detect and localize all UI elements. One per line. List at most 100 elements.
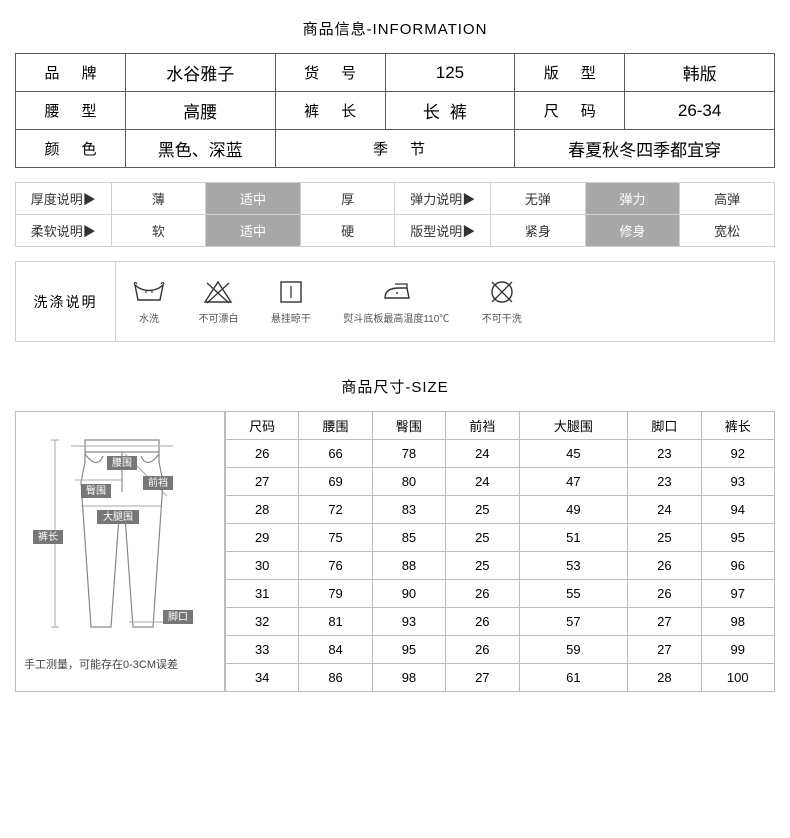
pants-diagram-icon: 腰围 臀围 前裆 大腿围 裤长 脚口 — [25, 422, 215, 642]
attr-header: 版型说明▶ — [395, 215, 491, 247]
svg-text:裤长: 裤长 — [38, 530, 58, 543]
size-cell: 27 — [628, 636, 701, 664]
size-cell: 25 — [446, 496, 519, 524]
attr-option: 硬 — [300, 215, 395, 247]
info-label: 版型 — [515, 54, 625, 92]
size-cell: 53 — [519, 552, 628, 580]
size-cell: 24 — [628, 496, 701, 524]
attr-option: 软 — [111, 215, 206, 247]
info-label: 货号 — [275, 54, 385, 92]
attr-row: 厚度说明▶ 薄 适中 厚 弹力说明▶ 无弹 弹力 高弹 — [16, 183, 775, 215]
size-cell: 96 — [701, 552, 774, 580]
size-cell: 57 — [519, 608, 628, 636]
size-cell: 26 — [226, 440, 299, 468]
no-bleach-icon — [201, 278, 235, 306]
size-cell: 31 — [226, 580, 299, 608]
size-row: 32819326572798 — [226, 608, 775, 636]
wash-item-label: 水洗 — [139, 314, 159, 325]
attr-option: 高弹 — [680, 183, 775, 215]
size-cell: 72 — [299, 496, 372, 524]
size-diagram: 腰围 臀围 前裆 大腿围 裤长 脚口 手工测量，可能存在0-3CM误差 — [15, 411, 225, 692]
wash-item-label: 不可干洗 — [482, 314, 522, 325]
info-label: 裤长 — [275, 92, 385, 130]
size-header-cell: 臀围 — [372, 412, 445, 440]
attr-option: 无弹 — [491, 183, 586, 215]
wash-item: 熨斗底板最高温度110℃ — [343, 278, 449, 325]
size-row: 29758525512595 — [226, 524, 775, 552]
attr-option: 薄 — [111, 183, 206, 215]
size-cell: 84 — [299, 636, 372, 664]
size-cell: 27 — [628, 608, 701, 636]
size-cell: 29 — [226, 524, 299, 552]
info-label: 品牌 — [16, 54, 126, 92]
size-cell: 83 — [372, 496, 445, 524]
attr-option-selected: 修身 — [585, 215, 680, 247]
size-cell: 34 — [226, 664, 299, 692]
size-cell: 95 — [701, 524, 774, 552]
size-cell: 32 — [226, 608, 299, 636]
size-cell: 78 — [372, 440, 445, 468]
info-value: 26-34 — [625, 92, 775, 130]
info-label: 腰型 — [16, 92, 126, 130]
size-cell: 23 — [628, 468, 701, 496]
wash-table: 洗涤说明 水洗 不可漂白 — [15, 261, 775, 342]
size-cell: 27 — [446, 664, 519, 692]
wash-item-label: 熨斗底板最高温度110℃ — [343, 314, 449, 325]
size-cell: 30 — [226, 552, 299, 580]
size-note: 手工测量，可能存在0-3CM误差 — [22, 656, 218, 672]
size-cell: 26 — [446, 608, 519, 636]
attr-row: 柔软说明▶ 软 适中 硬 版型说明▶ 紧身 修身 宽松 — [16, 215, 775, 247]
size-cell: 86 — [299, 664, 372, 692]
size-header-cell: 脚口 — [628, 412, 701, 440]
attr-option: 紧身 — [491, 215, 586, 247]
attribute-table: 厚度说明▶ 薄 适中 厚 弹力说明▶ 无弹 弹力 高弹 柔软说明▶ 软 适中 硬… — [15, 182, 775, 247]
size-cell: 25 — [446, 524, 519, 552]
size-row: 31799026552697 — [226, 580, 775, 608]
size-cell: 90 — [372, 580, 445, 608]
size-row: 33849526592799 — [226, 636, 775, 664]
svg-text:大腿围: 大腿围 — [103, 510, 133, 523]
section-title-info: 商品信息-INFORMATION — [0, 0, 790, 53]
wash-item: 水洗 — [132, 278, 166, 325]
info-label: 季节 — [275, 130, 515, 168]
size-cell: 100 — [701, 664, 774, 692]
size-row: 27698024472393 — [226, 468, 775, 496]
svg-text:前裆: 前裆 — [148, 476, 168, 489]
attr-header: 厚度说明▶ — [16, 183, 112, 215]
attr-option: 厚 — [300, 183, 395, 215]
size-row: 26667824452392 — [226, 440, 775, 468]
size-cell: 99 — [701, 636, 774, 664]
info-value: 韩版 — [625, 54, 775, 92]
svg-text:腰围: 腰围 — [112, 457, 132, 469]
hang-dry-icon — [276, 278, 306, 306]
size-table: 尺码腰围臀围前裆大腿围脚口裤长 266678244523922769802447… — [225, 411, 775, 692]
info-row: 腰型 高腰 裤长 长裤 尺码 26-34 — [16, 92, 775, 130]
wash-item: 悬挂晾干 — [271, 278, 311, 325]
size-row: 348698276128100 — [226, 664, 775, 692]
attr-header: 柔软说明▶ — [16, 215, 112, 247]
info-value: 水谷雅子 — [125, 54, 275, 92]
wash-item-label: 不可漂白 — [198, 314, 238, 325]
size-cell: 55 — [519, 580, 628, 608]
info-value: 黑色、深蓝 — [125, 130, 275, 168]
size-cell: 66 — [299, 440, 372, 468]
info-label: 尺码 — [515, 92, 625, 130]
info-row: 品牌 水谷雅子 货号 125 版型 韩版 — [16, 54, 775, 92]
size-cell: 49 — [519, 496, 628, 524]
size-cell: 95 — [372, 636, 445, 664]
size-cell: 79 — [299, 580, 372, 608]
size-cell: 26 — [628, 552, 701, 580]
size-cell: 27 — [226, 468, 299, 496]
size-cell: 80 — [372, 468, 445, 496]
size-cell: 33 — [226, 636, 299, 664]
section-title-size: 商品尺寸-SIZE — [0, 342, 790, 411]
size-cell: 92 — [701, 440, 774, 468]
size-header-cell: 腰围 — [299, 412, 372, 440]
size-cell: 59 — [519, 636, 628, 664]
svg-text:臀围: 臀围 — [86, 485, 106, 497]
size-cell: 26 — [446, 636, 519, 664]
info-row: 颜色 黑色、深蓝 季节 春夏秋冬四季都宜穿 — [16, 130, 775, 168]
size-cell: 23 — [628, 440, 701, 468]
info-value: 长裤 — [385, 92, 515, 130]
size-cell: 98 — [701, 608, 774, 636]
